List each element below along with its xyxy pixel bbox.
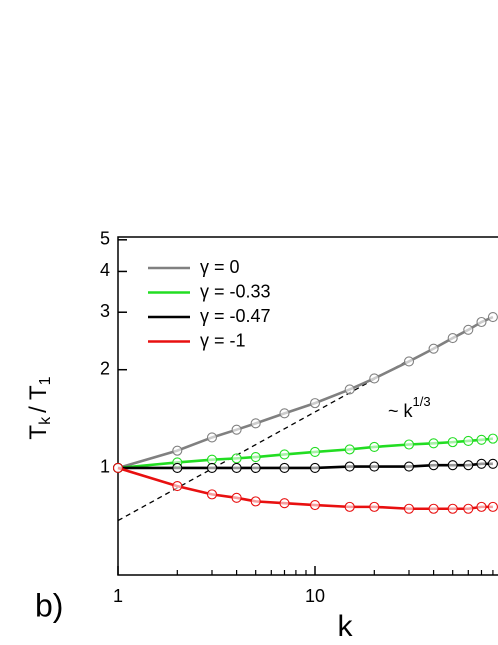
data-point bbox=[369, 373, 380, 384]
data-point bbox=[172, 445, 183, 456]
data-point bbox=[476, 458, 487, 469]
data-point bbox=[447, 333, 458, 344]
data-point bbox=[279, 462, 290, 474]
data-point bbox=[403, 503, 415, 514]
data-point bbox=[309, 499, 321, 511]
data-point bbox=[206, 432, 218, 443]
y-axis-label: Tk / T1 bbox=[25, 376, 54, 439]
y-tick-label: 1 bbox=[100, 457, 110, 477]
data-point bbox=[447, 503, 458, 514]
x-tick-label: 100 bbox=[497, 586, 498, 606]
data-point bbox=[369, 441, 380, 452]
data-point bbox=[463, 324, 474, 335]
legend-label: γ = 0 bbox=[200, 257, 240, 277]
data-point bbox=[279, 449, 290, 460]
annotation-text: ~ k bbox=[388, 401, 414, 421]
data-point bbox=[428, 503, 439, 514]
data-point bbox=[344, 384, 355, 395]
data-point bbox=[447, 437, 458, 448]
y-label-part: T bbox=[25, 425, 52, 440]
data-point bbox=[172, 481, 183, 492]
annotation-superscript: 1/3 bbox=[413, 394, 431, 409]
data-point bbox=[403, 356, 415, 367]
legend-label: γ = -0.47 bbox=[200, 306, 271, 326]
data-point bbox=[344, 501, 355, 512]
data-point bbox=[369, 501, 380, 512]
reference-line bbox=[117, 359, 410, 522]
data-point bbox=[250, 418, 261, 429]
data-point bbox=[463, 503, 474, 514]
data-point bbox=[428, 438, 439, 449]
data-point bbox=[487, 458, 498, 469]
y-label-part: 1 bbox=[37, 376, 54, 385]
data-point bbox=[231, 462, 242, 474]
data-point bbox=[279, 498, 290, 509]
data-point bbox=[309, 446, 321, 457]
data-point bbox=[476, 434, 487, 445]
data-point bbox=[206, 462, 218, 474]
data-point bbox=[428, 460, 439, 471]
data-point bbox=[112, 462, 124, 474]
data-point bbox=[206, 454, 218, 465]
y-tick-label: 2 bbox=[100, 358, 110, 378]
panel-label: b) bbox=[35, 587, 63, 623]
data-point bbox=[463, 435, 474, 446]
data-point bbox=[309, 462, 321, 474]
data-point bbox=[344, 444, 355, 455]
data-point bbox=[463, 460, 474, 471]
data-point bbox=[250, 462, 261, 474]
data-point bbox=[403, 439, 415, 450]
data-point bbox=[279, 408, 290, 419]
data-point bbox=[206, 489, 218, 500]
y-label-part: k bbox=[37, 416, 54, 425]
y-label-text: Tk / T1 bbox=[25, 376, 54, 439]
data-point bbox=[403, 461, 415, 472]
legend-label: γ = -1 bbox=[200, 330, 246, 350]
data-point bbox=[250, 452, 261, 463]
data-point bbox=[487, 433, 498, 444]
data-point bbox=[231, 424, 242, 435]
x-tick-label: 1 bbox=[113, 586, 123, 606]
data-point bbox=[487, 501, 498, 512]
annotation: ~ k1/3 bbox=[388, 394, 431, 420]
data-point bbox=[231, 453, 242, 464]
y-label-part: / T bbox=[25, 385, 52, 413]
data-point bbox=[487, 311, 498, 323]
legend-label: γ = -0.33 bbox=[200, 281, 271, 301]
data-point bbox=[476, 316, 487, 328]
data-point bbox=[447, 460, 458, 471]
x-axis-label: k bbox=[338, 610, 354, 643]
data-point bbox=[369, 461, 380, 472]
data-point bbox=[476, 501, 487, 512]
data-point bbox=[172, 462, 183, 474]
data-point bbox=[250, 496, 261, 507]
y-tick-label: 3 bbox=[100, 301, 110, 321]
x-tick-label: 10 bbox=[305, 586, 325, 606]
data-point bbox=[428, 343, 439, 354]
data-point bbox=[344, 461, 355, 472]
data-point bbox=[231, 492, 242, 503]
y-tick-label: 4 bbox=[100, 260, 110, 280]
y-tick-label: 5 bbox=[100, 229, 110, 249]
data-point bbox=[309, 398, 321, 409]
